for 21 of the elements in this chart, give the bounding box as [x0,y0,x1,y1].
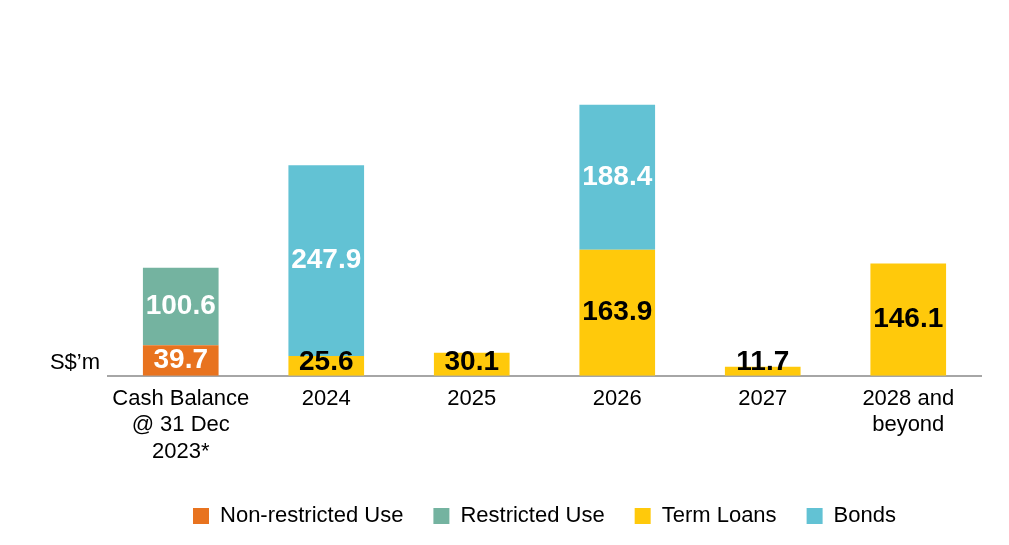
x-tick-label: Cash Balance @ 31 Dec 2023* [112,385,250,463]
data-label: 146.1 [873,302,944,334]
bar [870,263,947,376]
data-label: 188.4 [582,159,653,191]
bar [579,104,656,250]
bar [579,249,656,376]
x-tick-label: 2025 [447,385,497,411]
x-tick-label: 2027 [738,385,788,411]
x-tick-label: 2028 and beyond [862,385,955,437]
data-label: 30.1 [444,344,499,376]
legend-label: Term Loans [661,502,777,528]
x-tick-label: 2024 [301,385,351,411]
data-label: 100.6 [145,289,216,321]
x-tick-label: 2026 [592,385,642,411]
legend-label: Restricted Use [460,502,605,528]
legend-label: Bonds [833,502,896,528]
data-label: 163.9 [582,295,653,327]
legend-label: Non-restricted Use [220,502,404,528]
data-label: 247.9 [291,243,362,275]
data-label: 39.7 [153,343,208,375]
y-axis-title: S$’m [49,348,100,374]
